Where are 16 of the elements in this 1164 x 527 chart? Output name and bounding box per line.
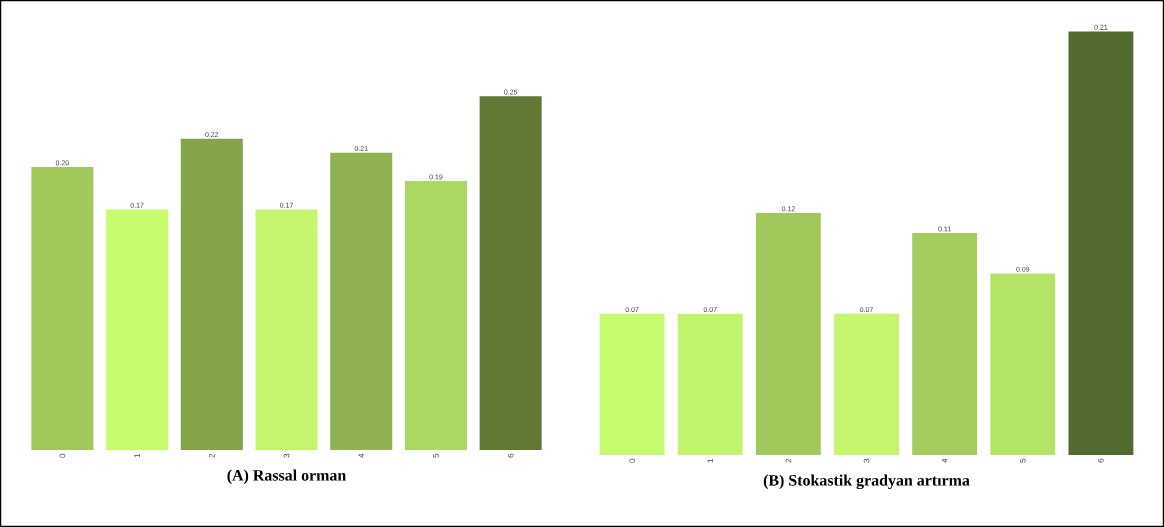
bar: [755, 212, 821, 455]
bar: [479, 96, 542, 450]
bar: [912, 233, 978, 455]
bar: [1068, 31, 1134, 455]
text: (A) Rassal orman: [227, 469, 347, 484]
bar: [599, 313, 665, 455]
bar: [255, 209, 318, 450]
bar: [677, 313, 743, 455]
bar: [834, 313, 899, 455]
text: (B) Stokastik gradyan artırma: [763, 474, 970, 490]
bar: [180, 138, 243, 450]
bar: [106, 209, 169, 450]
bar: [404, 181, 467, 450]
bar: [330, 152, 393, 450]
bar: [31, 166, 94, 450]
bar: [990, 273, 1056, 455]
